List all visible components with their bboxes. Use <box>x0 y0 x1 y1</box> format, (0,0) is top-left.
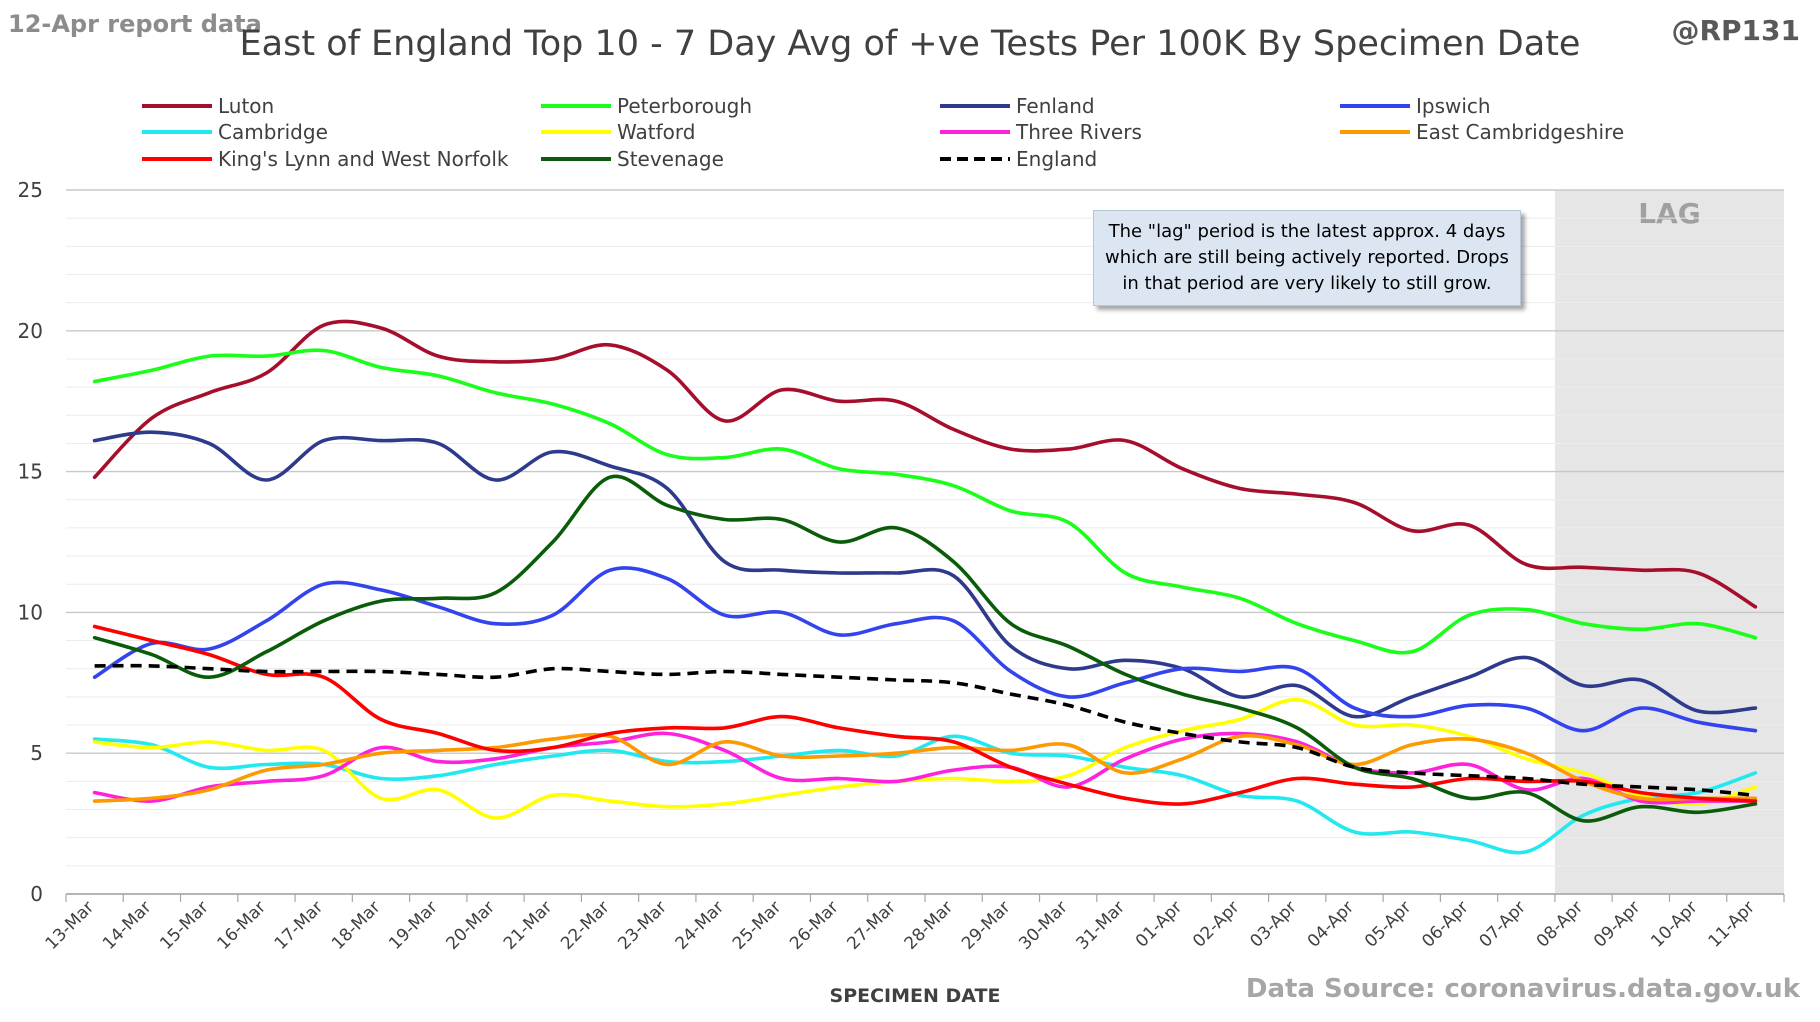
series-line-east-cambridgeshire <box>92 732 1758 803</box>
x-tick-label: 06-Apr <box>1418 897 1472 951</box>
legend-label-england: England <box>1016 147 1097 171</box>
legend-label-three-rivers: Three Rivers <box>1015 120 1142 144</box>
x-tick-label: 19-Mar <box>385 897 441 953</box>
x-tick-label: 03-Apr <box>1246 897 1300 951</box>
series-line-king-s-lynn-and-west-norfolk <box>92 624 1758 806</box>
x-tick-label: 07-Apr <box>1476 897 1530 951</box>
x-tick-label: 21-Mar <box>500 897 556 953</box>
legend: Luton Peterborough Fenland Ipswich Cambridge… <box>142 94 1624 171</box>
x-tick-label: 02-Apr <box>1189 897 1243 951</box>
report-date-note: 12-Apr report data <box>8 10 262 38</box>
chart-title: East of England Top 10 - 7 Day Avg of +v… <box>239 24 1581 64</box>
legend-label-fenland: Fenland <box>1016 94 1095 118</box>
x-tick-label: 10-Apr <box>1647 897 1701 951</box>
x-tick-label: 14-Mar <box>99 897 155 953</box>
series-line-fenland <box>92 430 1758 719</box>
x-tick-label: 20-Mar <box>443 897 499 953</box>
lag-explanation-note: The "lag" period is the latest approx. 4… <box>1093 210 1521 306</box>
legend-label-ipswich: Ipswich <box>1416 94 1491 118</box>
series-lines <box>92 319 1758 855</box>
x-tick-label: 16-Mar <box>214 897 270 953</box>
x-tick-label: 23-Mar <box>614 897 670 953</box>
data-source: Data Source: coronavirus.data.gov.uk <box>1245 974 1800 1004</box>
x-tick-label: 05-Apr <box>1361 897 1415 951</box>
legend-label-cambridge: Cambridge <box>218 120 328 144</box>
x-tick-label: 09-Apr <box>1590 897 1644 951</box>
series-line-three-rivers <box>92 731 1758 805</box>
y-axis-ticks: 0 5 10 15 20 25 <box>18 178 43 906</box>
legend-label-watford: Watford <box>617 120 695 144</box>
lag-label: LAG <box>1638 197 1701 230</box>
x-axis-label: SPECIMEN DATE <box>830 985 1001 1007</box>
x-tick-label: 28-Mar <box>901 897 957 953</box>
y-tick-label: 25 <box>18 178 43 202</box>
series-line-england <box>94 663 1756 798</box>
y-tick-label: 0 <box>30 882 43 906</box>
series-line-stevenage <box>92 474 1758 823</box>
legend-label-king-s-lynn-and-west-norfolk: King's Lynn and West Norfolk <box>218 147 509 171</box>
x-tick-label: 29-Mar <box>958 897 1014 953</box>
y-tick-label: 15 <box>18 460 43 484</box>
legend-label-east-cambridgeshire: East Cambridgeshire <box>1416 120 1624 144</box>
x-tick-label: 30-Mar <box>1015 897 1071 953</box>
x-tick-label: 17-Mar <box>271 897 327 953</box>
series-line-watford <box>92 697 1758 820</box>
series-line-peterborough <box>92 348 1758 655</box>
x-tick-label: 13-Mar <box>42 897 98 953</box>
series-line-luton <box>92 319 1758 609</box>
y-tick-label: 10 <box>18 600 43 624</box>
legend-label-peterborough: Peterborough <box>617 94 752 118</box>
legend-label-luton: Luton <box>218 94 274 118</box>
x-tick-label: 15-Mar <box>156 897 212 953</box>
x-tick-label: 08-Apr <box>1533 897 1587 951</box>
x-tick-label: 22-Mar <box>557 897 613 953</box>
x-tick-label: 25-Mar <box>729 897 785 953</box>
author-handle: @RP131 <box>1671 14 1800 47</box>
x-tick-label: 11-Apr <box>1705 897 1759 951</box>
x-tick-label: 26-Mar <box>786 897 842 953</box>
x-tick-label: 18-Mar <box>328 897 384 953</box>
legend-label-stevenage: Stevenage <box>617 147 724 171</box>
x-tick-label: 01-Apr <box>1132 897 1186 951</box>
y-tick-label: 20 <box>18 319 43 343</box>
x-tick-label: 31-Mar <box>1073 897 1129 953</box>
series-line-ipswich <box>92 566 1758 733</box>
x-tick-label: 04-Apr <box>1304 897 1358 951</box>
y-tick-label: 5 <box>30 741 43 765</box>
series-line-cambridge <box>92 734 1758 855</box>
x-axis-ticks: 13-Mar 14-Mar 15-Mar 16-Mar 17-Mar 18-Mar 19-M… <box>42 893 1785 954</box>
x-tick-label: 27-Mar <box>843 897 899 953</box>
x-tick-label: 24-Mar <box>672 897 728 953</box>
